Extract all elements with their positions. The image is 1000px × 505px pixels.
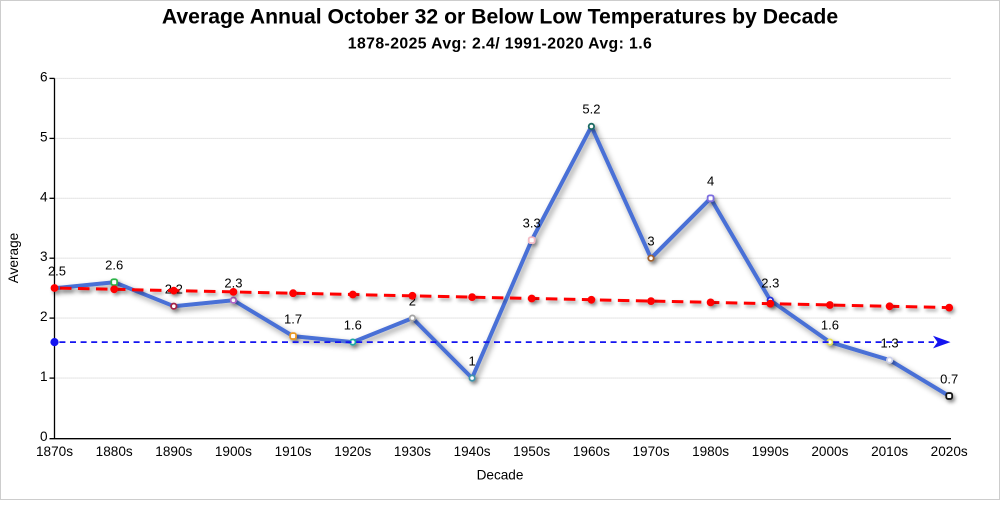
svg-text:1: 1 [468, 353, 475, 368]
svg-text:1.6: 1.6 [344, 317, 362, 332]
svg-text:1.3: 1.3 [881, 335, 899, 350]
svg-text:1870s: 1870s [36, 444, 73, 459]
svg-text:2: 2 [409, 293, 416, 308]
svg-text:2.5: 2.5 [48, 264, 66, 279]
svg-text:0.7: 0.7 [940, 371, 958, 386]
svg-text:1970s: 1970s [632, 444, 669, 459]
svg-text:1930s: 1930s [394, 444, 431, 459]
svg-text:4: 4 [707, 174, 714, 189]
svg-text:1980s: 1980s [692, 444, 729, 459]
svg-text:1940s: 1940s [454, 444, 491, 459]
svg-text:1950s: 1950s [513, 444, 550, 459]
svg-text:3.3: 3.3 [523, 216, 541, 231]
svg-text:Decade: Decade [477, 468, 524, 483]
svg-text:1: 1 [40, 369, 48, 384]
svg-text:0: 0 [40, 429, 48, 444]
svg-text:3: 3 [40, 249, 48, 264]
svg-text:5.2: 5.2 [582, 102, 600, 117]
svg-text:2020s: 2020s [931, 444, 968, 459]
svg-text:3: 3 [647, 234, 654, 249]
svg-text:Average Annual October 32 or B: Average Annual October 32 or Below Low T… [162, 6, 838, 29]
svg-text:2.6: 2.6 [105, 258, 123, 273]
svg-text:2.3: 2.3 [224, 276, 242, 291]
svg-text:1910s: 1910s [275, 444, 312, 459]
svg-text:Average: Average [6, 233, 21, 283]
svg-text:6: 6 [40, 69, 48, 84]
svg-text:5: 5 [40, 129, 48, 144]
svg-text:1.7: 1.7 [284, 311, 302, 326]
svg-text:2: 2 [40, 309, 48, 324]
svg-text:4: 4 [40, 189, 48, 204]
svg-text:1990s: 1990s [752, 444, 789, 459]
svg-text:1960s: 1960s [573, 444, 610, 459]
svg-text:1900s: 1900s [215, 444, 252, 459]
svg-text:1878-2025 Avg: 2.4/ 1991-2020: 1878-2025 Avg: 2.4/ 1991-2020 Avg: 1.6 [348, 36, 652, 53]
svg-text:1880s: 1880s [96, 444, 133, 459]
svg-text:1920s: 1920s [334, 444, 371, 459]
svg-text:2.3: 2.3 [761, 276, 779, 291]
svg-text:2000s: 2000s [811, 444, 848, 459]
svg-text:1.6: 1.6 [821, 317, 839, 332]
svg-text:1890s: 1890s [155, 444, 192, 459]
svg-text:2010s: 2010s [871, 444, 908, 459]
